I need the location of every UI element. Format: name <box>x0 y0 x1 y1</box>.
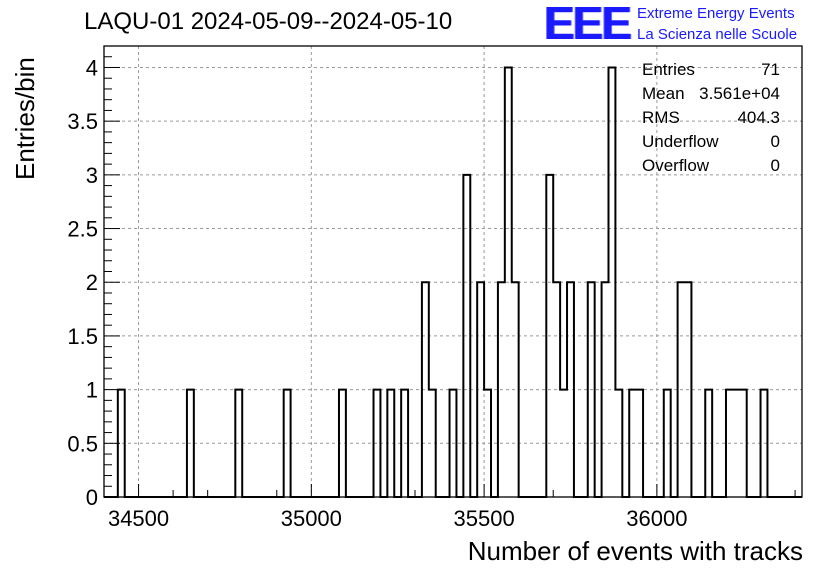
stats-label: Underflow <box>642 132 719 151</box>
logo-line-2: La Scienza nelle Scuole <box>637 26 798 43</box>
y-tick-label: 2.5 <box>67 217 98 242</box>
histogram-bin <box>484 390 491 497</box>
grid-layer <box>104 46 802 498</box>
histogram-bin <box>705 390 712 497</box>
y-tick-label: 0.5 <box>67 431 98 456</box>
histogram-bin <box>588 282 595 497</box>
histogram-bin <box>733 390 740 497</box>
eee-logo: EEE <box>544 0 632 49</box>
x-tick-label: 35500 <box>454 506 515 531</box>
histogram-bin <box>118 390 125 497</box>
y-tick-label: 4 <box>86 55 98 80</box>
stats-row-overflow: Overflow 0 <box>642 154 780 178</box>
stats-value: 404.3 <box>737 108 780 127</box>
y-tick-label: 1 <box>86 378 98 403</box>
y-axis-label: Entries/bin <box>10 57 40 180</box>
histogram-bin <box>664 390 671 497</box>
histogram-bin <box>615 390 622 497</box>
histogram-bin <box>429 390 436 497</box>
histogram-bin <box>235 390 242 497</box>
histogram-bin <box>187 390 194 497</box>
histogram-bin <box>636 390 643 497</box>
histogram-bin <box>450 390 457 497</box>
histogram-bin <box>498 282 505 497</box>
histogram-bin <box>726 390 733 497</box>
histogram-bin <box>602 282 609 497</box>
logo-line-1: Extreme Energy Events <box>637 5 795 22</box>
x-tick-label: 36000 <box>626 506 687 531</box>
histogram-bin <box>685 282 692 497</box>
stats-box: Entries 71 Mean 3.561e+04 RMS 404.3 Unde… <box>642 58 780 178</box>
tick-label-layer: 34500 35000 35500 36000 0 0.5 1 1.5 2 2.5 3 3.5 4 <box>67 55 687 531</box>
histogram-bin <box>339 390 346 497</box>
stats-value: 0 <box>770 132 780 151</box>
stats-value: 0 <box>770 156 780 175</box>
stats-label: Entries <box>642 60 695 79</box>
histogram-bin <box>284 390 291 497</box>
stats-row-entries: Entries 71 <box>642 58 780 82</box>
histogram-bin <box>401 390 408 497</box>
histogram-bin <box>374 390 381 497</box>
histogram-bin <box>505 67 512 497</box>
stats-row-rms: RMS 404.3 <box>642 106 780 130</box>
stats-value: 3.561e+04 <box>699 84 780 103</box>
histogram-bin <box>477 282 484 497</box>
histogram-bin <box>560 390 567 497</box>
x-tick-label: 34500 <box>108 506 169 531</box>
x-axis-label: Number of events with tracks <box>467 536 803 566</box>
stats-value: 71 <box>761 60 780 79</box>
y-tick-label: 2 <box>86 270 98 295</box>
stats-label: Mean <box>642 84 685 103</box>
histogram-bin <box>512 282 519 497</box>
histogram-bin <box>422 282 429 497</box>
x-tick-label: 35000 <box>281 506 342 531</box>
histogram-bin <box>553 282 560 497</box>
chart-title: LAQU-01 2024-05-09--2024-05-10 <box>84 8 453 35</box>
stats-row-underflow: Underflow 0 <box>642 130 780 154</box>
logo-caption: Extreme Energy Events La Scienza nelle S… <box>637 3 797 45</box>
histogram-bin <box>608 67 615 497</box>
histogram-bin <box>761 390 768 497</box>
histogram-bin <box>387 390 394 497</box>
histogram-bin <box>546 175 553 497</box>
histogram-bin <box>740 390 747 497</box>
y-tick-label: 0 <box>86 485 98 510</box>
histogram-outline <box>104 66 802 498</box>
histogram-bin <box>678 282 685 497</box>
y-tick-label: 3 <box>86 163 98 188</box>
stats-label: Overflow <box>642 156 710 175</box>
stats-label: RMS <box>642 108 680 127</box>
y-tick-label: 3.5 <box>67 109 98 134</box>
histogram-bin <box>567 282 574 497</box>
y-tick-label: 1.5 <box>67 324 98 349</box>
stats-row-mean: Mean 3.561e+04 <box>642 82 780 106</box>
histogram-bin <box>463 175 470 497</box>
histogram-bin <box>629 390 636 497</box>
